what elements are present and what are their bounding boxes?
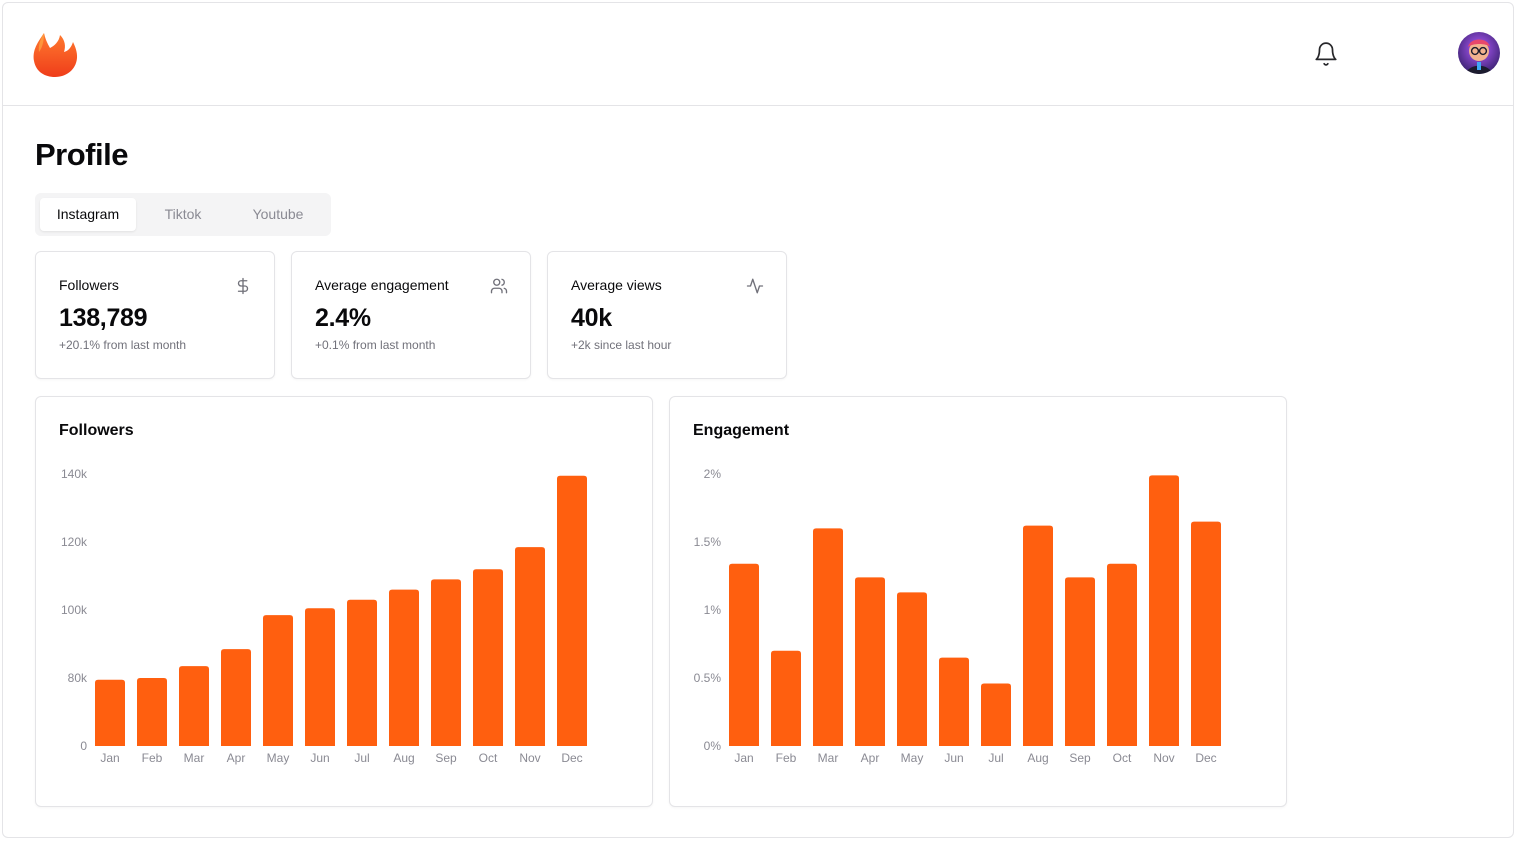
bar-mar[interactable] [179, 666, 209, 746]
y-tick-label: 0 [80, 739, 87, 753]
bar-jun[interactable] [305, 608, 335, 746]
y-tick-label: 1.5% [694, 535, 722, 549]
followers-bar-chart: 0 80k 100k 120k 140k Jan Feb Mar Apr May Jun Jul Aug… [61, 467, 587, 765]
top-navbar [3, 3, 1513, 106]
stat-label: Average views [571, 277, 662, 293]
chart-title: Followers [59, 422, 134, 439]
user-avatar[interactable] [1458, 32, 1500, 74]
bar-dec[interactable] [557, 475, 587, 746]
y-tick-label: 0.5% [694, 671, 722, 685]
x-tick-label: Mar [818, 751, 839, 765]
bar-jan[interactable] [729, 563, 759, 746]
stat-change: +0.1% from last month [315, 338, 436, 352]
bar-jul[interactable] [347, 599, 377, 746]
views-stat-card: Average views 40k +2k since last hour [547, 251, 787, 379]
stat-value: 138,789 [59, 304, 148, 332]
bar-apr[interactable] [855, 577, 885, 746]
bar-apr[interactable] [221, 649, 251, 746]
engagement-bar-chart: 0% 0.5% 1% 1.5% 2% Jan Feb Mar Apr May Jun Jul Aug Se… [694, 467, 1221, 765]
followers-stat-card: Followers 138,789 +20.1% from last month [35, 251, 275, 379]
x-tick-label: Apr [227, 751, 246, 765]
x-tick-label: Apr [861, 751, 880, 765]
x-tick-label: Oct [479, 751, 498, 765]
stat-change: +20.1% from last month [59, 338, 187, 352]
bar-feb[interactable] [137, 678, 167, 746]
y-tick-label: 80k [68, 671, 88, 685]
tab-instagram[interactable]: Instagram [40, 198, 136, 231]
y-tick-label: 2% [704, 467, 722, 481]
x-tick-label: Jan [734, 751, 753, 765]
x-tick-label: Nov [519, 751, 540, 765]
bar-may[interactable] [263, 615, 293, 746]
chart-title: Engagement [693, 422, 790, 439]
x-tick-label: Dec [561, 751, 582, 765]
bar-nov[interactable] [515, 547, 545, 746]
bar-sep[interactable] [431, 579, 461, 746]
stat-label: Average engagement [315, 277, 449, 293]
x-tick-label: Sep [1069, 751, 1091, 765]
bar-jul[interactable] [981, 683, 1011, 746]
y-tick-label: 140k [61, 467, 88, 481]
y-tick-label: 100k [61, 603, 88, 617]
stat-change: +2k since last hour [571, 338, 672, 352]
x-tick-label: May [267, 751, 290, 765]
dollar-icon [237, 277, 249, 295]
bar-mar[interactable] [813, 528, 843, 746]
x-tick-label: Feb [776, 751, 797, 765]
x-tick-label: Sep [435, 751, 457, 765]
bell-icon[interactable] [1313, 41, 1339, 67]
tab-youtube[interactable]: Youtube [252, 206, 304, 222]
x-tick-label: Jul [988, 751, 1003, 765]
flame-logo-icon[interactable] [30, 30, 80, 80]
x-tick-label: Dec [1195, 751, 1216, 765]
users-icon [490, 278, 508, 294]
y-tick-label: 120k [61, 535, 88, 549]
bar-nov[interactable] [1149, 475, 1179, 746]
bar-may[interactable] [897, 592, 927, 746]
engagement-chart-card: Engagement 0% 0.5% 1% 1.5% 2% Jan Feb Mar Apr May… [669, 396, 1287, 807]
activity-icon [746, 278, 764, 294]
x-tick-label: Jun [310, 751, 329, 765]
x-tick-label: Jul [354, 751, 369, 765]
bar-feb[interactable] [771, 650, 801, 746]
stat-value: 2.4% [315, 304, 371, 332]
bar-jan[interactable] [95, 679, 125, 746]
page-title: Profile [35, 137, 128, 172]
x-tick-label: Feb [142, 751, 163, 765]
bar-sep[interactable] [1065, 577, 1095, 746]
x-tick-label: Jan [100, 751, 119, 765]
bar-oct[interactable] [473, 569, 503, 746]
x-tick-label: Aug [393, 751, 414, 765]
bar-aug[interactable] [1023, 525, 1053, 746]
x-tick-label: Jun [944, 751, 963, 765]
platform-tabs: Instagram Tiktok Youtube [35, 193, 331, 236]
x-tick-label: Mar [184, 751, 205, 765]
followers-chart-card: Followers 0 80k 100k 120k 140k Jan Feb Mar Apr Ma… [35, 396, 653, 807]
x-tick-label: Aug [1027, 751, 1048, 765]
y-tick-label: 0% [704, 739, 722, 753]
stat-label: Followers [59, 277, 119, 293]
stat-value: 40k [571, 304, 612, 332]
bar-dec[interactable] [1191, 521, 1221, 746]
tab-tiktok[interactable]: Tiktok [164, 206, 202, 222]
engagement-stat-card: Average engagement 2.4% +0.1% from last … [291, 251, 531, 379]
bar-oct[interactable] [1107, 563, 1137, 746]
bar-aug[interactable] [389, 589, 419, 746]
x-tick-label: May [901, 751, 924, 765]
bar-jun[interactable] [939, 657, 969, 746]
x-tick-label: Oct [1113, 751, 1132, 765]
x-tick-label: Nov [1153, 751, 1174, 765]
y-tick-label: 1% [704, 603, 722, 617]
